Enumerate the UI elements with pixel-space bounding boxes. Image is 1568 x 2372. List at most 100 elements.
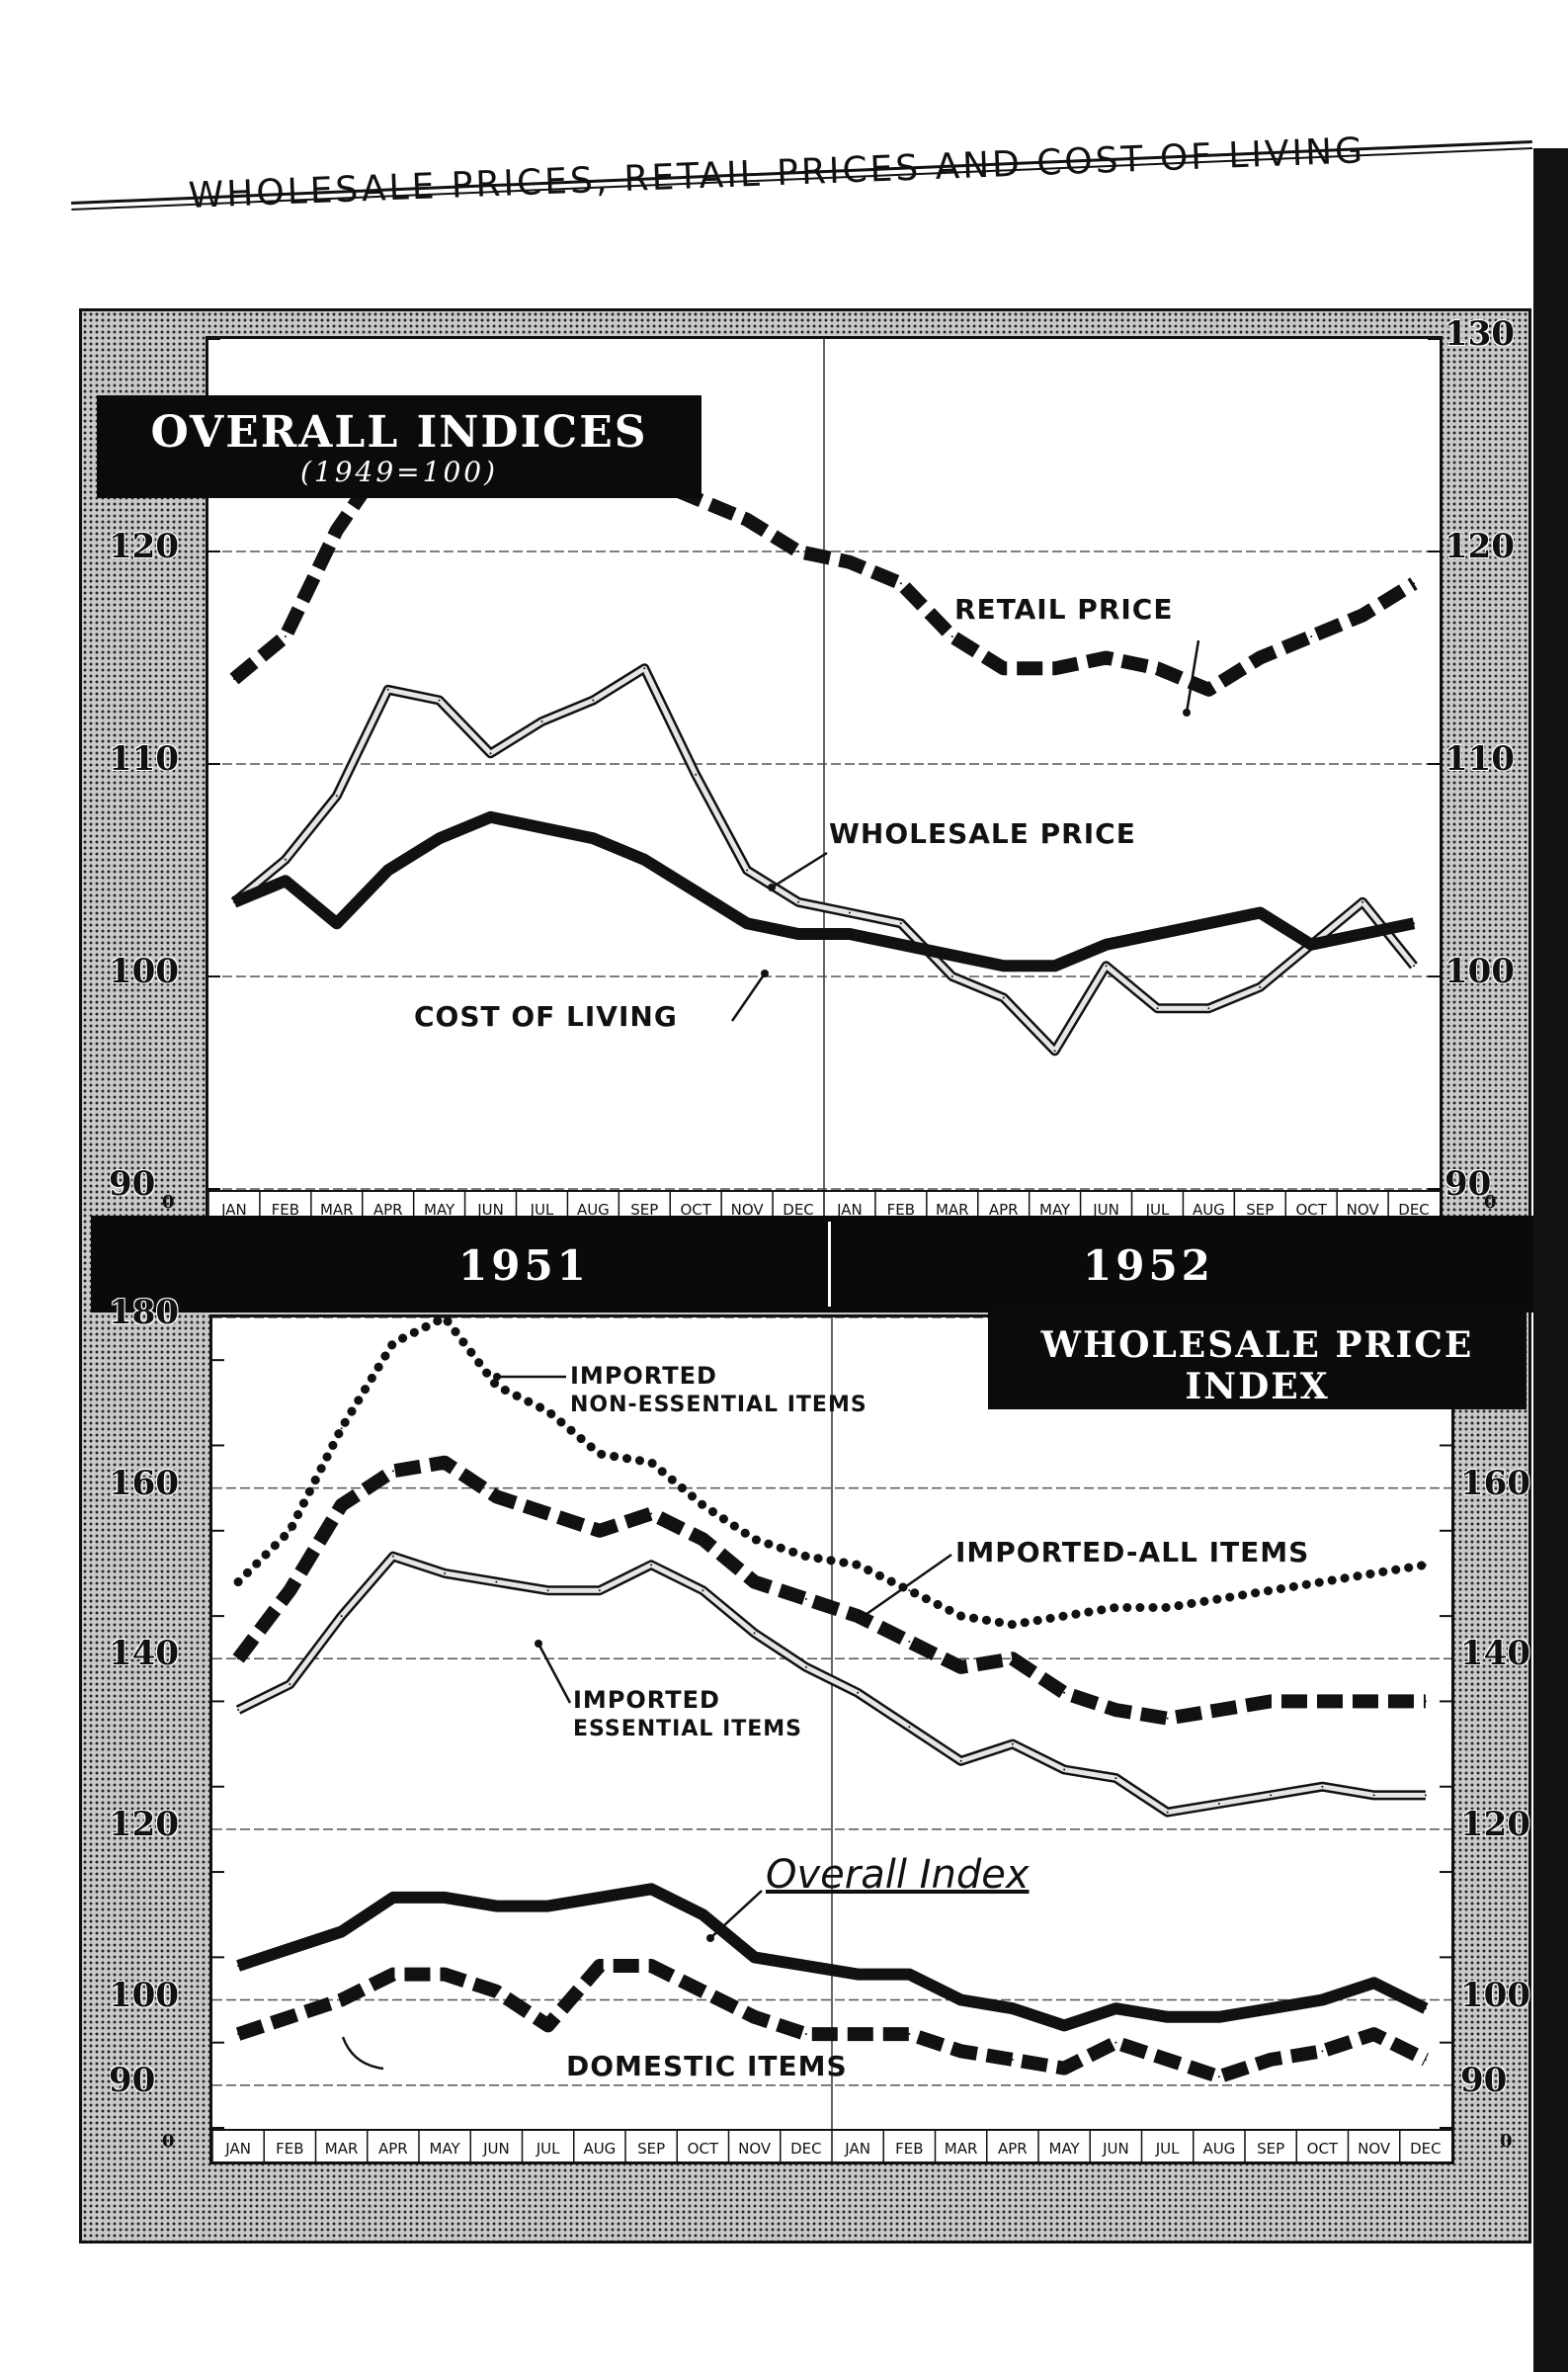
point-imported-non-essential-items-15	[1011, 1623, 1014, 1626]
y-tick-right-90: 90	[1444, 1164, 1492, 1204]
point-wholesale-price-23	[1413, 965, 1416, 968]
point-imported-non-essential-items-1	[289, 1529, 291, 1532]
point-cost-of-living-3	[386, 869, 389, 872]
series-label-domestic-items: DOMESTIC ITEMS	[566, 2050, 848, 2082]
y-tick-left-100: 100	[109, 952, 179, 991]
point-retail-price-19	[1207, 688, 1210, 691]
series-label-cost-of-living: COST OF LIVING	[414, 1000, 678, 1033]
month-label-aug: AUG	[1202, 2140, 1235, 2158]
point-imported-non-essential-items-9	[701, 1503, 704, 1506]
y-tick-left-180: 180	[109, 1293, 179, 1332]
month-label-dec: DEC	[1410, 2140, 1442, 2158]
point-imported-all-items-1	[289, 1589, 291, 1592]
y-tick-left-120: 120	[109, 527, 179, 566]
point-overall-index-6	[546, 1905, 549, 1907]
point-imported-all-items-6	[546, 1512, 549, 1515]
point-imported-essential-items-9	[701, 1589, 704, 1592]
zero-label-right: 0	[1500, 2131, 1513, 2152]
point-domestic-items-10	[753, 2015, 756, 2018]
point-domestic-items-13	[908, 2033, 911, 2036]
zero-label-left: 0	[162, 1192, 175, 1213]
overall-indices-title: OVERALL INDICES	[150, 407, 648, 458]
month-label-dec: DEC	[783, 1201, 814, 1219]
point-imported-essential-items-10	[753, 1632, 756, 1635]
point-imported-essential-items-1	[289, 1683, 291, 1686]
y-tick-left-100: 100	[109, 1975, 179, 2015]
point-imported-non-essential-items-6	[546, 1409, 549, 1412]
point-imported-all-items-8	[650, 1512, 653, 1515]
point-imported-non-essential-items-7	[598, 1453, 601, 1456]
point-imported-essential-items-23	[1424, 1794, 1427, 1797]
month-label-apr: APR	[989, 1201, 1019, 1219]
point-imported-all-items-10	[753, 1580, 756, 1583]
point-overall-index-17	[1114, 2007, 1117, 2010]
point-domestic-items-9	[701, 1990, 704, 1992]
y-tick-left-120: 120	[109, 1804, 179, 1844]
series-label-imported-essential-items-line1: IMPORTED	[573, 1686, 720, 1714]
y-tick-right-90: 90	[1460, 2060, 1508, 2100]
point-domestic-items-8	[650, 1965, 653, 1967]
month-label-jul: JUL	[530, 1201, 554, 1219]
point-cost-of-living-21	[1310, 943, 1313, 946]
year-divider	[828, 1222, 831, 1307]
point-imported-non-essential-items-11	[804, 1555, 807, 1558]
point-cost-of-living-2	[335, 922, 338, 925]
point-imported-all-items-7	[598, 1529, 601, 1532]
y-tick-right-140: 140	[1460, 1634, 1530, 1674]
point-domestic-items-11	[804, 2033, 807, 2036]
y-tick-left-110: 110	[109, 739, 179, 779]
point-imported-all-items-4	[444, 1461, 447, 1464]
month-label-nov: NOV	[1358, 2140, 1391, 2158]
point-imported-non-essential-items-16	[1063, 1615, 1066, 1618]
point-wholesale-price-11	[797, 900, 800, 903]
point-imported-essential-items-2	[340, 1615, 343, 1618]
series-label-imported-non-essential-items-line1: IMPORTED	[570, 1362, 717, 1390]
y-tick-right-110: 110	[1444, 739, 1515, 779]
point-imported-all-items-13	[908, 1641, 911, 1643]
y-tick-left-90: 90	[109, 1164, 156, 1204]
zero-label-right: 0	[1484, 1192, 1497, 1213]
point-overall-index-10	[753, 1956, 756, 1959]
point-imported-essential-items-15	[1011, 1742, 1014, 1745]
point-imported-non-essential-items-21	[1321, 1580, 1324, 1583]
year-label-1951: 1951	[458, 1241, 590, 1290]
point-imported-non-essential-items-3	[391, 1341, 394, 1344]
line-imported-all-items	[232, 1455, 1426, 1726]
month-label-may: MAY	[430, 2140, 461, 2158]
point-overall-index-18	[1166, 2015, 1169, 2018]
wholesale-index-title: WHOLESALE PRICE INDEX	[1040, 1324, 1474, 1407]
point-imported-all-items-16	[1063, 1691, 1066, 1694]
point-cost-of-living-5	[489, 815, 492, 818]
point-cost-of-living-0	[232, 900, 235, 903]
leader-tip-imported-non-essential-items	[493, 1373, 501, 1381]
point-wholesale-price-17	[1105, 965, 1108, 968]
point-imported-essential-items-3	[391, 1555, 394, 1558]
series-label-retail-price: RETAIL PRICE	[954, 593, 1173, 626]
month-label-apr: APR	[998, 2140, 1028, 2158]
point-cost-of-living-19	[1207, 922, 1210, 925]
point-imported-all-items-20	[1270, 1700, 1273, 1703]
point-overall-index-8	[650, 1888, 653, 1891]
point-retail-price-16	[1053, 667, 1056, 670]
point-overall-index-12	[857, 1973, 860, 1976]
month-label-nov: NOV	[738, 2140, 772, 2158]
leader-tip-cost-of-living	[761, 970, 769, 977]
point-wholesale-price-10	[746, 869, 749, 872]
point-retail-price-0	[232, 678, 235, 680]
point-imported-all-items-23	[1424, 1700, 1427, 1703]
month-label-jul: JUL	[536, 2140, 560, 2158]
leader-tip-imported-all-items	[856, 1615, 864, 1623]
point-retail-price-17	[1105, 656, 1108, 659]
series-label-overall-index: Overall Index	[766, 1852, 1030, 1898]
y-tick-right-120: 120	[1460, 1804, 1530, 1844]
point-overall-index-16	[1063, 2024, 1066, 2027]
series-domestic-items: DOMESTIC ITEMS	[235, 1959, 1429, 2084]
line-overall-index	[236, 1883, 1429, 2032]
month-axis: JAN FEB MAR APR MAY JUN JUL AUG SEP OCT NOV DEC JAN F…	[208, 1190, 1440, 1223]
point-cost-of-living-23	[1413, 922, 1416, 925]
point-wholesale-price-2	[335, 795, 338, 798]
point-domestic-items-0	[237, 2033, 240, 2036]
point-overall-index-22	[1372, 1982, 1375, 1985]
month-label-jan: JAN	[224, 2140, 251, 2158]
point-wholesale-price-20	[1259, 985, 1262, 988]
